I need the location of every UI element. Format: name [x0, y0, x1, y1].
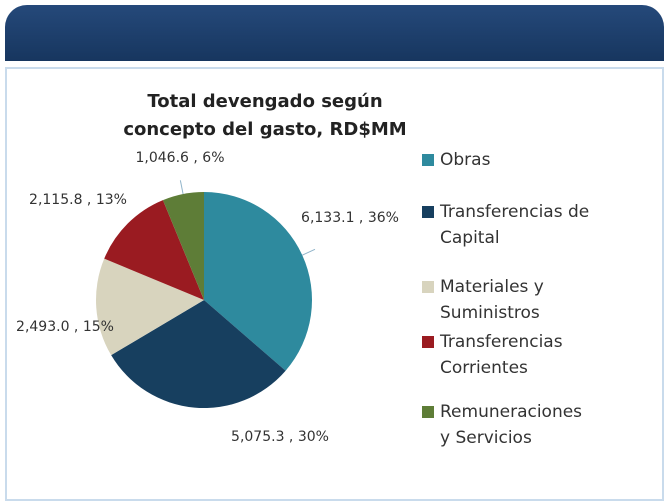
- leader-line: [302, 248, 316, 256]
- header-bar: [5, 5, 664, 61]
- data-label: 2,493.0 , 15%: [16, 319, 114, 335]
- legend-swatch: [422, 281, 434, 293]
- legend-swatch: [422, 336, 434, 348]
- pie-slice: [95, 258, 204, 356]
- pie-slice: [204, 192, 312, 371]
- leader-line: [179, 180, 184, 195]
- legend-item: Materiales y Suministros: [422, 274, 590, 326]
- pie-slice: [162, 192, 204, 300]
- legend-item: Transferencias de Capital: [422, 199, 640, 251]
- pie-slice: [111, 300, 286, 409]
- legend-label: Transferencias Corrientes: [440, 332, 563, 378]
- data-label: 6,133.1 , 36%: [301, 210, 399, 226]
- legend-swatch: [422, 206, 434, 218]
- legend-label: Remuneraciones y Servicios: [440, 402, 583, 448]
- data-label: 2,115.8 , 13%: [29, 192, 127, 208]
- legend-item: Obras: [422, 147, 590, 173]
- data-label: 5,075.3 , 30%: [231, 429, 329, 445]
- legend-label: Transferencias de Capital: [440, 202, 590, 248]
- chart-title: Total devengado según concepto del gasto…: [123, 91, 407, 140]
- data-label: 1,046.6 , 6%: [136, 150, 225, 166]
- legend-label: Materiales y Suministros: [440, 277, 544, 323]
- pie-slice: [104, 200, 204, 300]
- legend-swatch: [422, 406, 434, 418]
- legend-label: Obras: [440, 150, 491, 170]
- legend-item: Remuneraciones y Servicios: [422, 399, 590, 451]
- legend-item: Transferencias Corrientes: [422, 329, 590, 381]
- legend-swatch: [422, 154, 434, 166]
